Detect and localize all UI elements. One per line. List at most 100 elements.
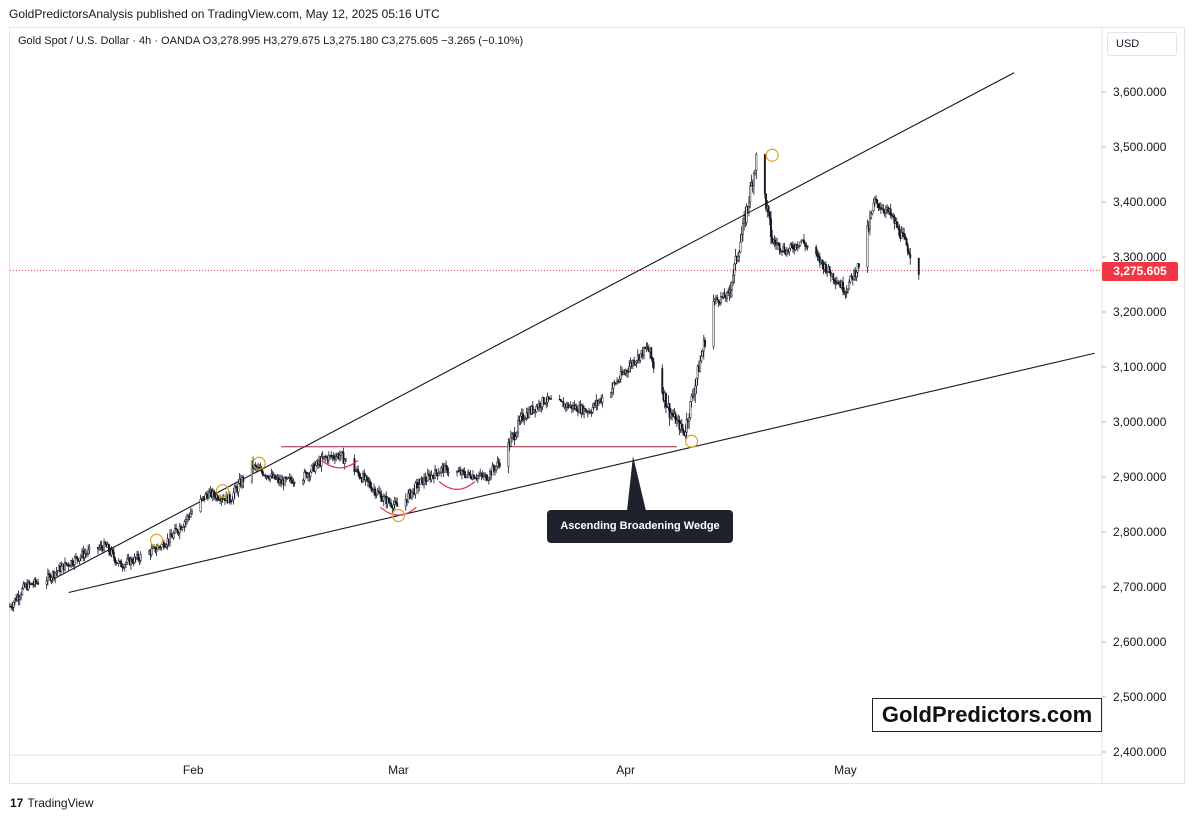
candle-body <box>377 491 380 493</box>
candle-body <box>358 472 361 478</box>
candle-body <box>111 549 114 553</box>
candle-body <box>100 545 103 548</box>
candle-body <box>866 225 869 268</box>
candle-body <box>824 264 827 273</box>
symbol-legend: Gold Spot / U.S. Dollar · 4h · OANDA O3,… <box>18 35 523 47</box>
candle-body <box>754 170 757 174</box>
trendline-lower[interactable] <box>68 352 1095 594</box>
candle-body <box>291 480 294 484</box>
candle-body <box>309 471 312 477</box>
candle-body <box>182 526 185 528</box>
candle-body <box>46 573 49 582</box>
candle-body <box>837 282 840 285</box>
candle-body <box>439 471 441 474</box>
candle-body <box>826 271 829 273</box>
tradingview-footer[interactable]: 17 TradingView <box>10 796 93 810</box>
candle-body <box>635 360 638 363</box>
candle-body <box>719 296 722 303</box>
candle-body <box>173 527 176 534</box>
candle-body <box>917 257 920 275</box>
candle-body <box>763 154 766 195</box>
candle-body <box>170 533 173 538</box>
candle-body <box>60 566 63 573</box>
ohlc-low: L3,275.180 <box>323 35 379 47</box>
candle-body <box>473 474 476 479</box>
candle-body <box>699 360 702 373</box>
candle-body <box>20 594 22 598</box>
candle-body <box>289 477 292 481</box>
candle-body <box>625 370 628 372</box>
candle-body <box>31 583 33 585</box>
candle-body <box>460 469 463 475</box>
candle-body <box>366 477 369 482</box>
candle-body <box>684 431 687 436</box>
pivot-circle <box>391 508 406 523</box>
candle-body <box>550 398 553 400</box>
candle-body <box>785 250 788 256</box>
currency-button[interactable]: USD <box>1107 32 1177 56</box>
candle-body <box>884 209 887 213</box>
pattern-arc <box>438 480 476 490</box>
candle-body <box>545 401 548 404</box>
candle-body <box>779 249 782 252</box>
candle-body <box>434 469 437 479</box>
candle-body <box>695 378 698 386</box>
candle-body <box>340 451 342 456</box>
x-tick-label: Feb <box>183 763 204 777</box>
trendline-upper[interactable] <box>53 72 1015 580</box>
pivot-circle <box>765 148 779 162</box>
candle-body <box>342 452 345 464</box>
candle-body <box>485 474 488 481</box>
candle-body <box>486 479 489 481</box>
candle-body <box>404 499 407 507</box>
candle-body <box>237 483 240 493</box>
candle-body <box>590 412 593 414</box>
candle-body <box>487 477 490 481</box>
candle-body <box>876 199 879 205</box>
candle-body <box>612 382 615 389</box>
y-tick-label: 2,900.000 <box>1113 470 1167 484</box>
candle-body <box>771 236 774 243</box>
candle-body <box>674 413 677 424</box>
candle-body <box>462 469 465 472</box>
candle-body <box>591 407 594 413</box>
candle-body <box>172 532 175 539</box>
candle-body <box>728 290 731 293</box>
candle-body <box>379 492 382 495</box>
candle-body <box>114 557 116 563</box>
candle-body <box>242 477 245 482</box>
candle-body <box>354 470 357 473</box>
candle-body <box>338 454 341 459</box>
candle-body <box>515 431 518 438</box>
candle-body <box>716 297 719 301</box>
candle-body <box>32 584 35 586</box>
candle-body <box>718 302 721 304</box>
candle-body <box>739 241 742 253</box>
y-tick-label: 2,600.000 <box>1113 635 1167 649</box>
candle-body <box>175 527 178 530</box>
candle-body <box>733 263 736 276</box>
candle-body <box>165 544 168 547</box>
ohlc-open: O3,278.995 <box>202 35 261 47</box>
candle-body <box>685 419 688 433</box>
candle-body <box>381 499 384 502</box>
candle-body <box>749 185 752 203</box>
candle-body <box>846 289 849 292</box>
candle-body <box>213 491 215 497</box>
candle-body <box>353 458 356 473</box>
candle-body <box>519 415 522 422</box>
candle-body <box>773 239 776 243</box>
candle-body <box>832 273 835 281</box>
candle-body <box>511 434 513 438</box>
candle-body <box>717 299 720 303</box>
y-tick-label: 2,700.000 <box>1113 580 1167 594</box>
candle-body <box>83 553 86 558</box>
candle-body <box>497 461 500 464</box>
candle-body <box>850 275 853 277</box>
candle-body <box>623 372 626 374</box>
candle-body <box>610 392 612 398</box>
candle-body <box>430 474 433 480</box>
candle-body <box>567 403 570 408</box>
candle-body <box>540 406 543 408</box>
